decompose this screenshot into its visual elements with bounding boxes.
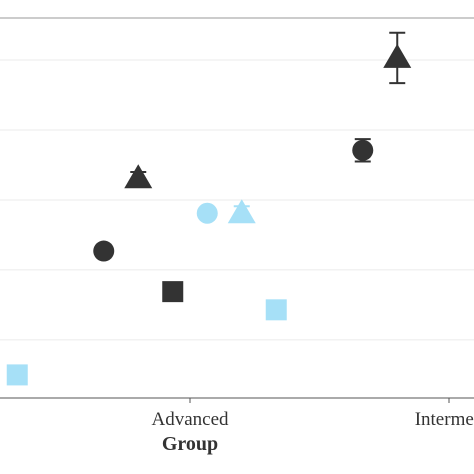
- point: [352, 139, 374, 161]
- point: [227, 199, 256, 224]
- point: [93, 240, 115, 262]
- x-tick-label: Intermed: [415, 409, 474, 430]
- point: [383, 43, 412, 68]
- point: [124, 164, 153, 189]
- point: [6, 364, 28, 386]
- point: [265, 299, 287, 321]
- point: [162, 281, 184, 303]
- x-axis-label: Group: [162, 433, 218, 455]
- point: [196, 202, 218, 224]
- x-tick-label: Advanced: [151, 409, 229, 430]
